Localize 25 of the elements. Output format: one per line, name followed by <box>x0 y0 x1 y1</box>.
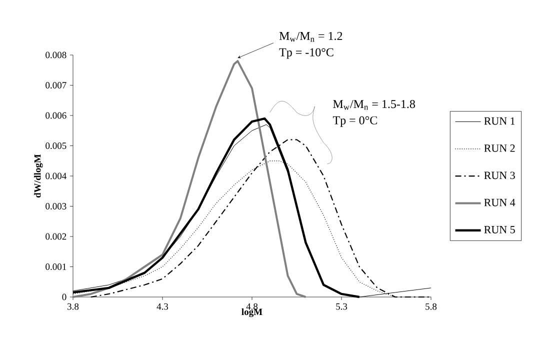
legend-label: RUN 3 <box>484 172 515 180</box>
x-tick-label: 4.8 <box>246 303 258 310</box>
y-tick-label: 0.005 <box>46 142 66 149</box>
legend-label: RUN 2 <box>484 144 515 152</box>
y-tick-label: 0.008 <box>46 52 66 58</box>
legend-label: RUN 1 <box>484 117 515 125</box>
y-axis-title: dW/dlogM <box>34 154 43 198</box>
legend-label: RUN 5 <box>484 226 515 234</box>
x-tick-label: 5.3 <box>336 303 348 310</box>
y-tick-label: 0.002 <box>46 233 66 240</box>
legend-label: RUN 4 <box>484 198 516 206</box>
x-axis-title: logM <box>242 308 262 318</box>
x-tick-label: 3.8 <box>68 303 79 310</box>
y-tick-label: 0.007 <box>46 82 66 88</box>
y-tick-label: 0 <box>62 294 66 300</box>
annotation: Tp = -10°C <box>279 48 334 59</box>
annotation: M$_{w}$/M$_{n}$ = 1.2 <box>279 32 342 42</box>
y-tick-label: 0.004 <box>46 172 66 180</box>
y-tick-label: 0.001 <box>46 264 66 270</box>
y-tick-label: 0.003 <box>46 203 66 210</box>
annotation: M$_{w}$/M$_{n}$ = 1.5-1.8 <box>333 100 415 110</box>
x-tick-label: 5.8 <box>426 303 437 310</box>
y-tick-label: 0.006 <box>46 112 66 119</box>
annotation: Tp = 0°C <box>332 116 377 127</box>
x-tick-label: 4.3 <box>156 303 168 310</box>
